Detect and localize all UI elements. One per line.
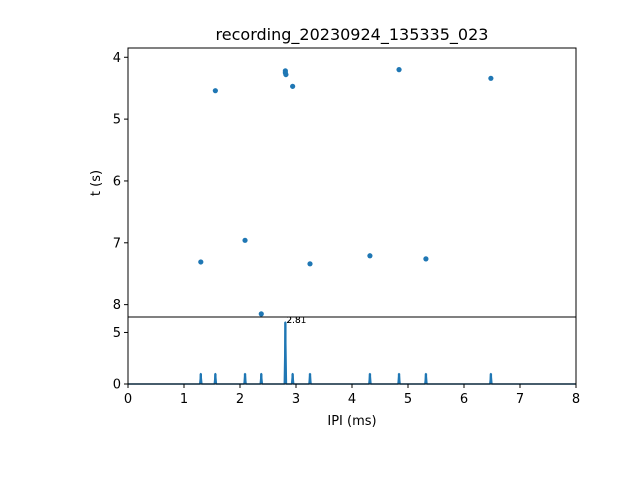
- bottom-x-tick-label-0: 0: [124, 392, 132, 407]
- peak-label-1: 2.81: [286, 316, 306, 326]
- bottom-panel-frame: [127, 316, 577, 385]
- top-y-tick-label-1: 5: [113, 113, 121, 128]
- bottom-panel-x-ticks: 0 1 2 3 4 5 6 7 8: [124, 384, 580, 407]
- chart-title: recording_20230924_135335_023: [216, 25, 489, 45]
- scatter-point-3: [283, 71, 289, 78]
- bottom-x-tick-label-4: 4: [348, 392, 356, 407]
- scatter-point-12: [258, 311, 264, 317]
- bottom-x-tick-label-7: 7: [516, 392, 524, 407]
- bottom-panel-x-axis-label: IPI (ms): [327, 414, 376, 429]
- scatter-point-11: [423, 256, 429, 262]
- bottom-y-tick-label-1: 5: [113, 326, 121, 341]
- top-y-tick-label-3: 7: [113, 236, 121, 251]
- top-panel-y-axis-label: t (s): [89, 170, 104, 196]
- scatter-point-0: [212, 88, 218, 94]
- scatter-point-10: [367, 253, 373, 259]
- bottom-x-tick-label-3: 3: [292, 392, 300, 407]
- peak-label-0: 2.8: [286, 316, 301, 326]
- scatter-point-7: [198, 259, 204, 265]
- top-y-tick-label-2: 6: [113, 174, 121, 189]
- bottom-panel-y-ticks: 05: [113, 326, 128, 393]
- bottom-x-tick-label-5: 5: [404, 392, 412, 407]
- bottom-panel-peak-labels: 2.82.81: [286, 316, 306, 326]
- top-panel-points: [198, 67, 494, 317]
- scatter-point-8: [242, 237, 248, 243]
- scatter-point-9: [307, 261, 313, 267]
- scatter-point-4: [290, 83, 296, 89]
- top-panel-y-ticks: 4 5 6 7 8: [113, 51, 128, 313]
- scatter-point-6: [488, 75, 494, 81]
- bottom-panel-histogram: [128, 321, 576, 385]
- top-y-tick-label-0: 4: [113, 51, 121, 66]
- bottom-x-tick-label-2: 2: [236, 392, 244, 407]
- bottom-x-tick-label-6: 6: [460, 392, 468, 407]
- bottom-x-tick-label-1: 1: [180, 392, 188, 407]
- top-y-tick-label-4: 8: [113, 298, 121, 313]
- bottom-y-tick-label-0: 0: [113, 378, 121, 393]
- scatter-point-5: [396, 67, 402, 73]
- bottom-x-tick-label-8: 8: [572, 392, 580, 407]
